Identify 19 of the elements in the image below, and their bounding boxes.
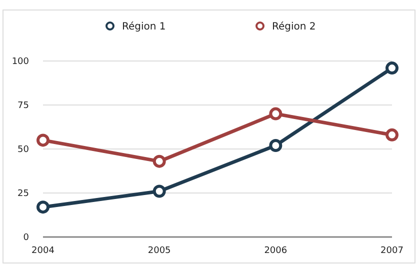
- y-tick-label: 100: [12, 57, 30, 68]
- point: [269, 138, 282, 152]
- x-tick-label: 2006: [264, 246, 288, 256]
- x-tick-label: 2004: [32, 246, 55, 256]
- legend-label: Région 2: [272, 22, 316, 32]
- y-tick-label: 25: [18, 189, 29, 200]
- point: [36, 134, 50, 147]
- point: [36, 200, 50, 214]
- x-tick-label: 2005: [148, 246, 171, 256]
- y-tick-label: 50: [18, 145, 30, 156]
- point: [152, 154, 166, 168]
- point: [386, 128, 398, 142]
- point: [269, 107, 282, 120]
- y-tick-label: 0: [23, 233, 30, 244]
- legend-label: Région 1: [122, 22, 166, 32]
- point: [152, 184, 166, 198]
- point: [386, 62, 398, 75]
- y-tick-label: 75: [18, 101, 29, 112]
- x-tick-label: 2007: [380, 246, 404, 256]
